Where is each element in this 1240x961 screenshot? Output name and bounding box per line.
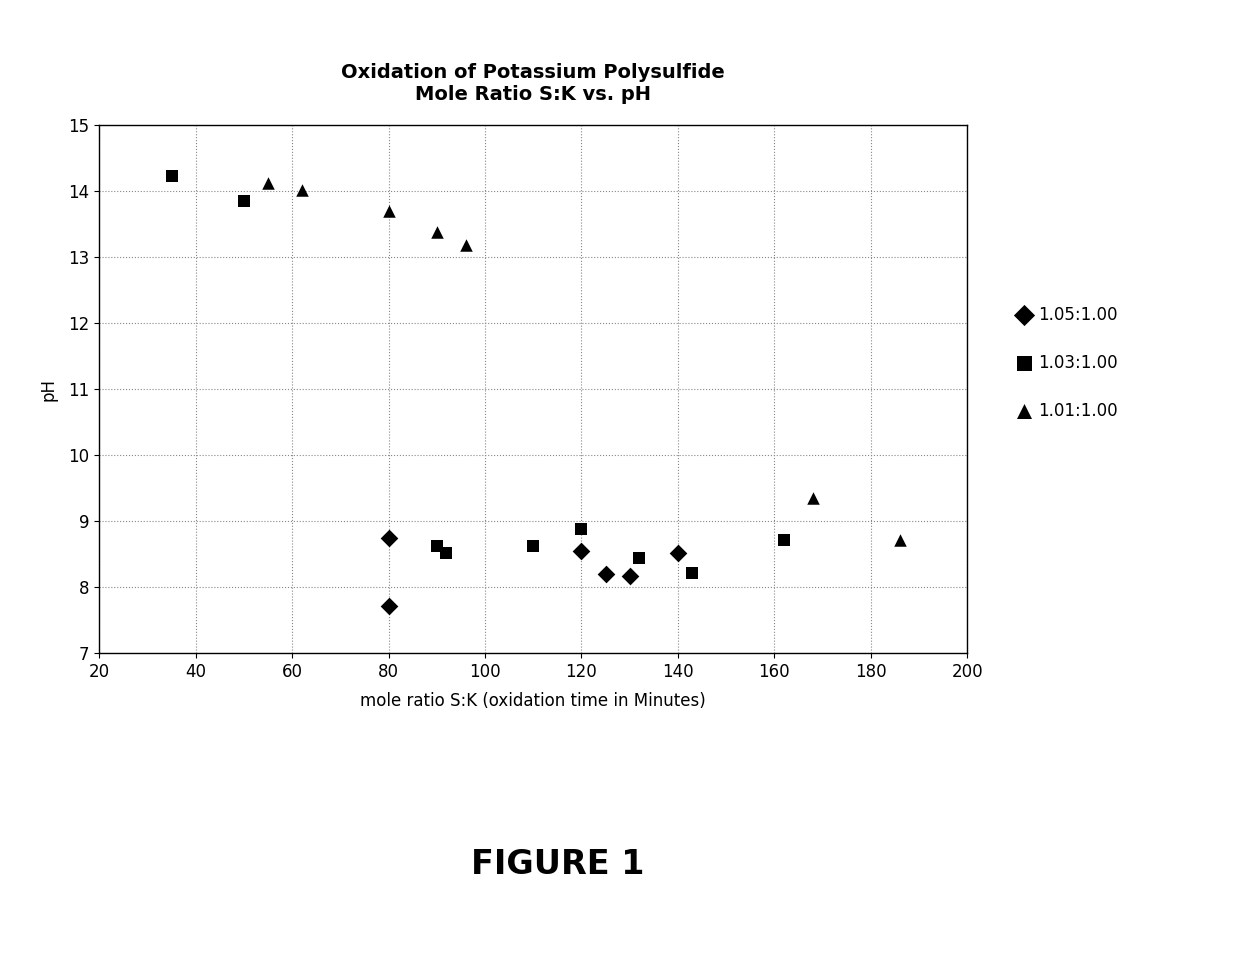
1.03:1.00	[161, 169, 181, 185]
1.01:1.00	[291, 182, 311, 197]
1.05:1.00	[572, 543, 591, 558]
Title: Oxidation of Potassium Polysulfide
Mole Ratio S:K vs. pH: Oxidation of Potassium Polysulfide Mole …	[341, 62, 725, 104]
1.01:1.00	[378, 203, 398, 218]
1.03:1.00	[774, 532, 794, 548]
X-axis label: mole ratio S:K (oxidation time in Minutes): mole ratio S:K (oxidation time in Minute…	[361, 692, 706, 710]
1.01:1.00	[804, 490, 823, 505]
1.05:1.00	[378, 530, 398, 546]
1.03:1.00	[630, 550, 650, 565]
Text: FIGURE 1: FIGURE 1	[471, 849, 645, 881]
1.05:1.00	[620, 568, 640, 583]
1.01:1.00	[456, 237, 476, 253]
1.05:1.00	[595, 566, 615, 581]
Legend: 1.05:1.00, 1.03:1.00, 1.01:1.00: 1.05:1.00, 1.03:1.00, 1.01:1.00	[1011, 299, 1125, 427]
Y-axis label: pH: pH	[40, 378, 57, 401]
1.01:1.00	[890, 532, 910, 548]
1.03:1.00	[427, 539, 446, 554]
1.05:1.00	[378, 598, 398, 614]
1.01:1.00	[258, 175, 278, 190]
1.03:1.00	[682, 565, 702, 580]
1.03:1.00	[572, 522, 591, 537]
1.01:1.00	[427, 224, 446, 239]
1.03:1.00	[234, 193, 254, 209]
1.05:1.00	[668, 546, 688, 561]
1.03:1.00	[523, 539, 543, 554]
1.03:1.00	[436, 546, 456, 561]
